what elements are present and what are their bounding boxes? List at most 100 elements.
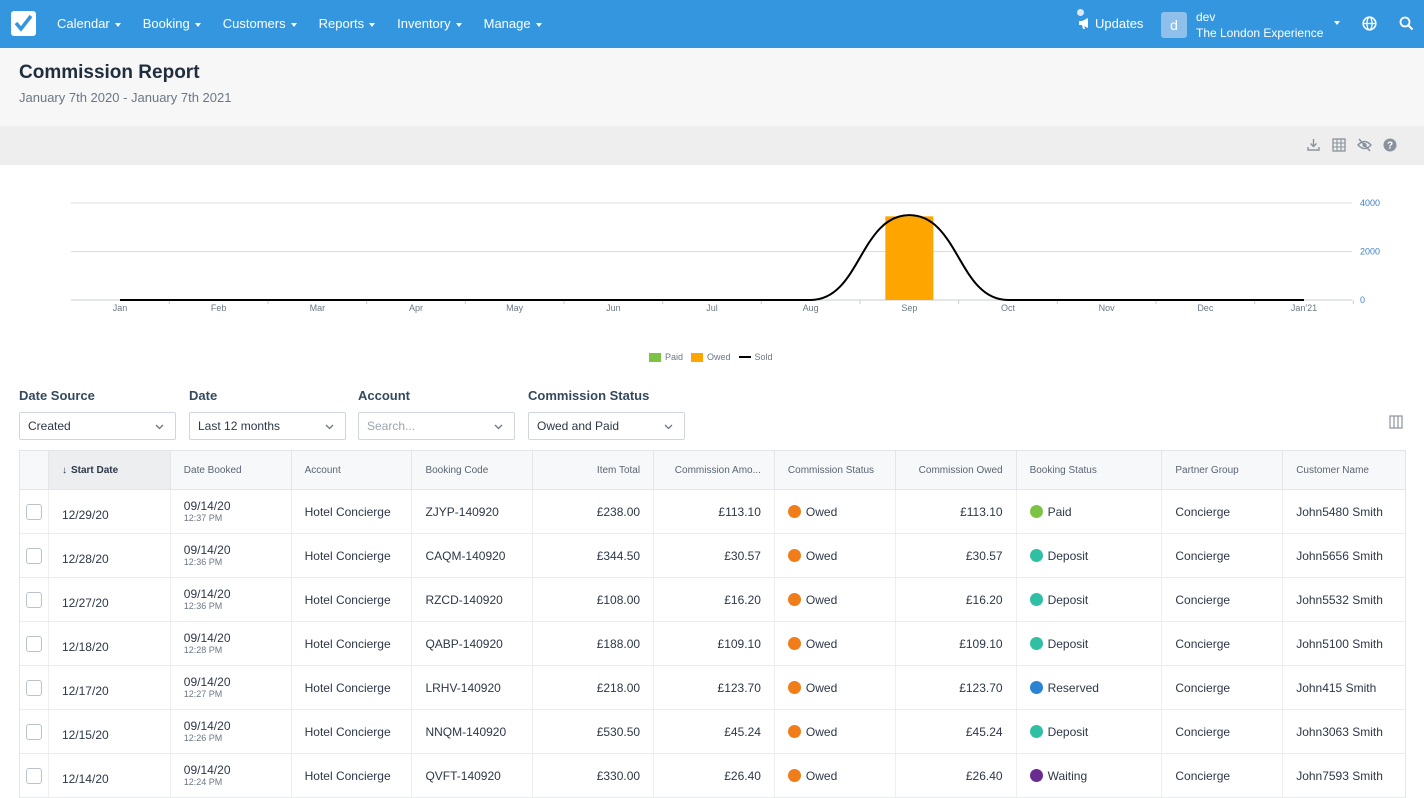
table-row[interactable]: 12/29/20 09/14/20 12:37 PM Hotel Concierge Z…	[20, 490, 1405, 534]
legend-item-owed[interactable]: Owed	[691, 352, 731, 362]
status-dot	[787, 505, 801, 518]
app-logo[interactable]	[11, 11, 36, 36]
nav-customers[interactable]: Customers	[212, 0, 308, 48]
table-row[interactable]: 12/28/20 09/14/20 12:36 PM Hotel Concierge C…	[20, 534, 1405, 578]
start-date-cell: 12/15/20	[49, 710, 171, 753]
caret-down-icon	[535, 22, 542, 27]
table-row[interactable]: 12/15/20 09/14/20 12:26 PM Hotel Concierge N…	[20, 710, 1405, 754]
status-text: Owed	[805, 548, 838, 563]
status-text: Owed	[805, 592, 838, 607]
row-select-cell	[20, 710, 49, 753]
date-source-select[interactable]: Created	[19, 412, 176, 440]
updates-button[interactable]: Updates	[1077, 0, 1143, 48]
column-header-date-booked[interactable]: Date Booked	[171, 451, 292, 489]
booking-code-cell[interactable]: RZCD-140920	[412, 578, 534, 621]
column-header-account[interactable]: Account	[292, 451, 413, 489]
help-icon[interactable]: ?	[1383, 138, 1397, 152]
account-search-select[interactable]: Search...	[358, 412, 515, 440]
x-tick-label: Aug	[803, 303, 819, 313]
start-date-cell: 12/27/20	[49, 578, 171, 621]
nav-label: Manage	[483, 16, 531, 31]
nav-calendar[interactable]: Calendar	[46, 0, 132, 48]
column-header-partner-group[interactable]: Partner Group	[1162, 451, 1284, 489]
x-tick-label: Jun	[606, 303, 621, 313]
columns-toggle-icon[interactable]	[1389, 415, 1403, 429]
eye-off-icon[interactable]	[1357, 138, 1372, 152]
booking-status-cell: Deposit	[1017, 622, 1163, 665]
booked-time: 12:28 PM	[183, 644, 223, 655]
row-checkbox[interactable]	[25, 503, 42, 520]
start-date-cell: 12/14/20	[49, 754, 171, 797]
table-row[interactable]: 12/18/20 09/14/20 12:28 PM Hotel Concierge Q…	[20, 622, 1405, 666]
commission-status-select[interactable]: Owed and Paid	[528, 412, 685, 440]
svg-text:?: ?	[1387, 141, 1393, 152]
select-value: Created	[28, 419, 71, 433]
account-user-name: dev	[1196, 10, 1216, 24]
column-header-commission-owed[interactable]: Commission Owed	[896, 451, 1017, 489]
select-placeholder: Search...	[367, 419, 416, 433]
booking-code-cell[interactable]: CAQM-140920	[412, 534, 534, 577]
booking-code-cell[interactable]: QABP-140920	[412, 622, 534, 665]
page-title: Commission Report	[19, 62, 200, 83]
caret-down-icon	[369, 22, 376, 27]
chevron-down-icon	[664, 424, 673, 430]
commission-status-cell: Owed	[775, 710, 896, 753]
nav-reports[interactable]: Reports	[308, 0, 387, 48]
commission-status-cell: Owed	[775, 666, 896, 709]
column-header-item-total[interactable]: Item Total	[533, 451, 655, 489]
nav-inventory[interactable]: Inventory	[386, 0, 472, 48]
nav-label: Reports	[318, 16, 365, 31]
legend-item-sold[interactable]: Sold	[738, 352, 773, 362]
x-tick-label: Nov	[1099, 303, 1116, 313]
column-label: Item Total	[596, 465, 641, 476]
date-booked-stack: 09/14/20 12:28 PM	[184, 632, 231, 656]
column-header-booking-status[interactable]: Booking Status	[1017, 451, 1163, 489]
row-checkbox[interactable]	[25, 635, 42, 652]
table-row[interactable]: 12/17/20 09/14/20 12:27 PM Hotel Concierge L…	[20, 666, 1405, 710]
account-switcher[interactable]: d dev The London Experience	[1161, 10, 1341, 40]
column-label: Customer Name	[1296, 465, 1369, 476]
status-text: Owed	[805, 680, 838, 695]
row-select-cell	[20, 578, 49, 621]
row-checkbox[interactable]	[25, 679, 42, 696]
commission-amount-cell: £16.20	[654, 578, 775, 621]
date-booked-stack: 09/14/20 12:36 PM	[184, 588, 231, 612]
table-row[interactable]: 12/27/20 09/14/20 12:36 PM Hotel Concierge R…	[20, 578, 1405, 622]
booking-code-cell[interactable]: ZJYP-140920	[412, 490, 534, 533]
nav-booking[interactable]: Booking	[132, 0, 212, 48]
account-cell: Hotel Concierge	[292, 578, 413, 621]
row-checkbox[interactable]	[25, 547, 42, 564]
column-header-commission-status[interactable]: Commission Status	[775, 451, 896, 489]
date-select[interactable]: Last 12 months	[189, 412, 346, 440]
grid-icon[interactable]	[1332, 138, 1346, 152]
commission-status-cell: Owed	[775, 754, 896, 797]
booking-code-cell[interactable]: NNQM-140920	[412, 710, 534, 753]
commission-amount-cell: £109.10	[654, 622, 775, 665]
column-header-commission-amo[interactable]: Commission Amo...	[654, 451, 775, 489]
row-checkbox[interactable]	[25, 591, 42, 608]
download-icon[interactable]	[1307, 138, 1320, 151]
column-header-booking-code[interactable]: Booking Code	[412, 451, 534, 489]
status-text: Deposit	[1047, 636, 1089, 651]
booked-date: 09/14/20	[183, 718, 231, 733]
row-checkbox[interactable]	[25, 723, 42, 740]
nav-manage[interactable]: Manage	[473, 0, 553, 48]
page-header: Commission Report January 7th 2020 - Jan…	[0, 48, 1424, 126]
booking-code-cell[interactable]: QVFT-140920	[412, 754, 534, 797]
row-checkbox[interactable]	[25, 767, 42, 784]
booking-code-cell[interactable]: LRHV-140920	[412, 666, 534, 709]
legend-label: Owed	[707, 352, 731, 362]
chevron-down-icon[interactable]	[1334, 21, 1340, 25]
globe-icon[interactable]	[1362, 16, 1377, 31]
commission-amount-cell: £113.10	[654, 490, 775, 533]
avatar: d	[1161, 12, 1187, 38]
legend-item-paid[interactable]: Paid	[649, 352, 683, 362]
commission-table: ↓ Start Date Date Booked Account Booking Cod…	[19, 450, 1406, 798]
status-text: Waiting	[1047, 768, 1088, 783]
table-row[interactable]: 12/14/20 09/14/20 12:24 PM Hotel Concierge Q…	[20, 754, 1405, 798]
search-icon[interactable]	[1399, 16, 1414, 31]
column-header-customer-name[interactable]: Customer Name	[1283, 451, 1405, 489]
column-header-start-date[interactable]: ↓ Start Date	[48, 451, 171, 489]
y-tick-label: 0	[1360, 295, 1365, 305]
commission-amount-cell: £45.24	[654, 710, 775, 753]
